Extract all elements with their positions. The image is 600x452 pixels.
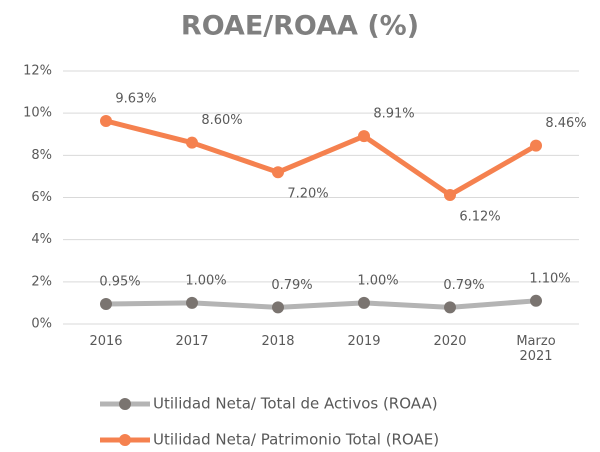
data-label: 8.91% (373, 107, 414, 122)
x-tick-label: 2020 (433, 334, 467, 349)
x-tick-label: 2018 (261, 334, 295, 349)
legend-label: Utilidad Neta/ Total de Activos (ROAA) (153, 395, 438, 413)
data-point (358, 296, 370, 309)
data-label: 9.63% (115, 91, 156, 106)
data-label: 1.10% (529, 271, 570, 286)
data-point (444, 301, 456, 314)
data-label: 8.46% (545, 116, 586, 131)
x-tick-label: 2016 (89, 334, 123, 349)
x-tick-label: 2019 (347, 334, 381, 349)
data-point (444, 188, 456, 201)
data-point (100, 297, 112, 310)
data-label: 7.20% (287, 187, 328, 202)
chart-title: ROAE/ROAA (%) (181, 11, 419, 42)
data-label: 0.79% (271, 278, 312, 293)
y-tick-label: 2% (31, 274, 52, 289)
data-point (358, 130, 370, 143)
data-label: 1.00% (357, 273, 398, 288)
data-point (530, 139, 542, 152)
data-point (186, 296, 198, 309)
legend-marker (119, 398, 131, 410)
series-line (105, 118, 538, 198)
data-label: 1.00% (185, 273, 226, 288)
data-label: 0.79% (443, 278, 484, 293)
x-tick-label: Marzo 2021 (516, 334, 556, 364)
y-tick-label: 12% (23, 64, 52, 79)
y-tick-label: 4% (31, 232, 52, 247)
y-tick-label: 6% (31, 190, 52, 205)
data-point (272, 301, 284, 314)
data-point (530, 294, 542, 307)
y-tick-label: 10% (23, 106, 52, 121)
data-point (272, 166, 284, 179)
data-point (100, 114, 112, 127)
data-point (186, 136, 198, 149)
data-label: 0.95% (99, 274, 140, 289)
data-label: 6.12% (459, 209, 500, 224)
legend-label: Utilidad Neta/ Patrimonio Total (ROAE) (153, 431, 439, 449)
data-label: 8.60% (201, 113, 242, 128)
legend-marker (119, 434, 131, 446)
y-tick-label: 0% (31, 317, 52, 332)
series-line (105, 298, 537, 310)
x-tick-label: 2017 (175, 334, 209, 349)
y-tick-label: 8% (31, 148, 52, 163)
